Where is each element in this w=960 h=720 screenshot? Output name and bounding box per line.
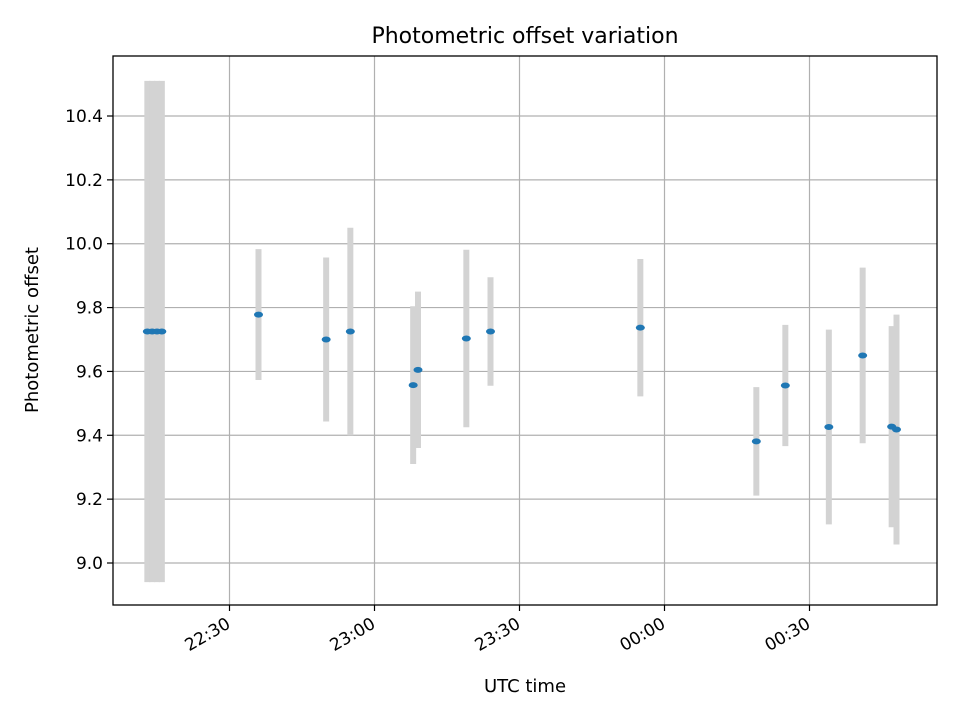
chart-title: Photometric offset variation [371,24,678,49]
data-point [824,423,834,430]
y-tick-label: 9.0 [76,554,103,574]
data-point [858,352,868,359]
y-tick-label: 10.0 [65,235,103,255]
y-tick-label: 9.2 [76,490,103,510]
data-point [635,324,645,331]
y-tick-label: 9.8 [76,299,103,319]
y-tick-label: 9.4 [76,426,103,446]
data-point [413,366,423,373]
y-tick-label: 10.4 [65,107,103,127]
plot-area [113,56,937,605]
data-point [345,328,355,335]
y-tick-label: 10.2 [65,171,103,191]
data-point [751,438,761,445]
data-points [142,311,901,445]
plot-frame [112,55,938,606]
data-point [892,426,901,433]
data-point [780,382,790,389]
data-point [157,328,167,335]
y-tick-label: 9.6 [76,362,103,382]
data-point [461,335,471,342]
x-axis-label: UTC time [484,676,566,697]
data-point [486,328,495,335]
data-point [254,311,263,318]
data-point [321,336,331,343]
data-point [408,382,418,389]
grid-lines [113,56,937,605]
y-axis-label: Photometric offset [22,247,43,413]
